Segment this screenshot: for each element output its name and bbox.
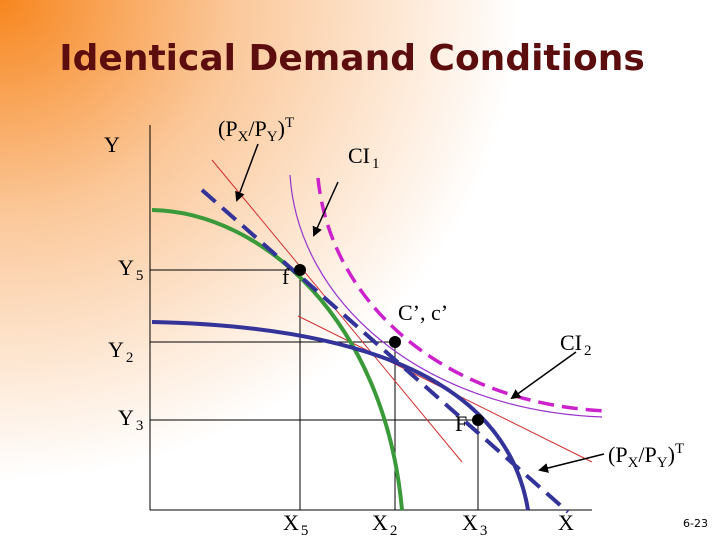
label-run: 3: [136, 418, 144, 434]
label-run: ): [278, 116, 285, 141]
label-run: T: [675, 441, 684, 457]
label-ci2: CI 2: [560, 330, 592, 359]
label-run: CI: [560, 330, 582, 355]
label-run: X: [238, 129, 249, 145]
label-run: Y: [657, 455, 668, 471]
label-run: X: [462, 510, 478, 535]
points: [294, 264, 484, 426]
label-c-prime: C’, c’: [398, 300, 448, 325]
label-run: CI: [348, 143, 370, 168]
label-run: X: [628, 455, 639, 471]
label-run: 2: [126, 350, 134, 366]
label-run: Y: [118, 255, 134, 280]
label-run: 5: [301, 523, 309, 539]
label-run: 5: [136, 268, 144, 284]
label-f-upper: F: [455, 411, 467, 436]
label-price-ratio-top: (PX/PY)T: [218, 115, 294, 145]
label-x-axis: X: [558, 510, 574, 535]
arrows: [235, 143, 605, 473]
label-run: Y: [108, 337, 124, 362]
label-run: Y: [118, 405, 134, 430]
label-run: /P: [638, 442, 656, 467]
label-run: 2: [390, 523, 398, 539]
page-number: 6-23: [683, 517, 708, 530]
label-run: X: [372, 510, 388, 535]
label-run: X: [283, 510, 299, 535]
labels: Y(PX/PY)TCI 1Y 5 fC’, c’CI 2Y 2Y 3 F(PX/PY)TX 5 X…: [104, 115, 684, 539]
label-run: 3: [480, 523, 488, 539]
label-run: (P: [608, 442, 628, 467]
label-price-ratio-bottom: (PX/PY)T: [608, 441, 684, 471]
curves: [151, 159, 607, 514]
title: Identical Demand Conditions: [59, 38, 645, 79]
label-f-lower: f: [282, 264, 290, 289]
label-run: Y: [267, 129, 278, 145]
label-run: X: [558, 510, 574, 535]
label-run: ): [668, 442, 675, 467]
label-run: F: [455, 411, 467, 436]
label-run: Y: [104, 132, 120, 157]
axes: [149, 125, 592, 511]
label-ci1: CI 1: [348, 143, 380, 172]
label-run: f: [282, 264, 290, 289]
label-run: C’, c’: [398, 300, 448, 325]
label-run: (P: [218, 116, 238, 141]
label-run: 1: [372, 156, 380, 172]
label-run: 2: [584, 343, 592, 359]
label-y-axis: Y: [104, 132, 120, 157]
label-run: T: [285, 115, 294, 131]
label-run: /P: [248, 116, 266, 141]
